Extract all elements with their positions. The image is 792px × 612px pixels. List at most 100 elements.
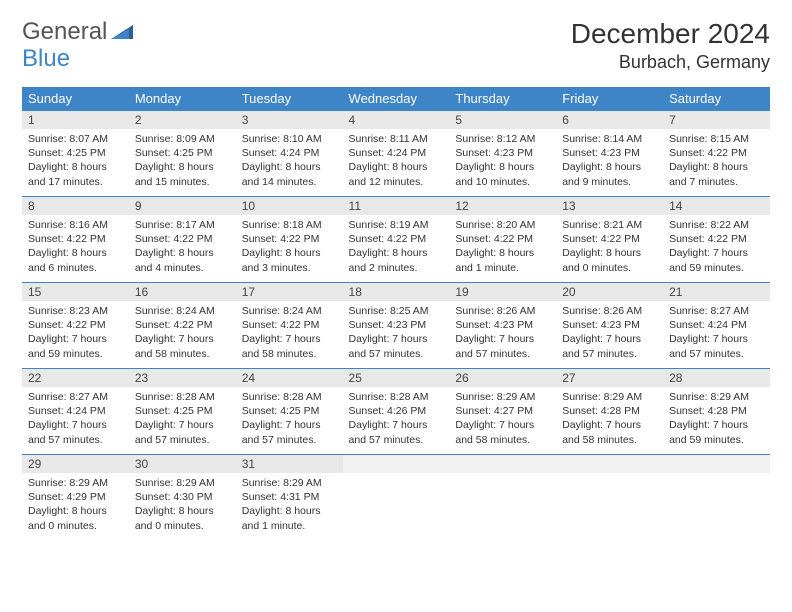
day-details: Sunrise: 8:22 AMSunset: 4:22 PMDaylight:… [663, 215, 770, 279]
calendar-cell: 19Sunrise: 8:26 AMSunset: 4:23 PMDayligh… [449, 283, 556, 369]
calendar-cell: 12Sunrise: 8:20 AMSunset: 4:22 PMDayligh… [449, 197, 556, 283]
calendar-cell: 17Sunrise: 8:24 AMSunset: 4:22 PMDayligh… [236, 283, 343, 369]
empty-day [449, 455, 556, 473]
day-number: 13 [556, 197, 663, 215]
day-details: Sunrise: 8:09 AMSunset: 4:25 PMDaylight:… [129, 129, 236, 193]
weekday-header: Friday [556, 87, 663, 111]
logo-text-blue: Blue [22, 45, 70, 73]
calendar-body: 1Sunrise: 8:07 AMSunset: 4:25 PMDaylight… [22, 111, 770, 541]
day-details: Sunrise: 8:15 AMSunset: 4:22 PMDaylight:… [663, 129, 770, 193]
day-number: 11 [343, 197, 450, 215]
calendar-cell: 13Sunrise: 8:21 AMSunset: 4:22 PMDayligh… [556, 197, 663, 283]
calendar-cell: 4Sunrise: 8:11 AMSunset: 4:24 PMDaylight… [343, 111, 450, 197]
calendar-cell: 10Sunrise: 8:18 AMSunset: 4:22 PMDayligh… [236, 197, 343, 283]
calendar-cell: 9Sunrise: 8:17 AMSunset: 4:22 PMDaylight… [129, 197, 236, 283]
day-number: 6 [556, 111, 663, 129]
day-details: Sunrise: 8:07 AMSunset: 4:25 PMDaylight:… [22, 129, 129, 193]
day-number: 7 [663, 111, 770, 129]
day-number: 12 [449, 197, 556, 215]
month-title: December 2024 [571, 18, 770, 50]
day-number: 5 [449, 111, 556, 129]
day-number: 18 [343, 283, 450, 301]
calendar-table: SundayMondayTuesdayWednesdayThursdayFrid… [22, 87, 770, 541]
day-number: 16 [129, 283, 236, 301]
weekday-header: Wednesday [343, 87, 450, 111]
day-number: 9 [129, 197, 236, 215]
day-number: 26 [449, 369, 556, 387]
day-details: Sunrise: 8:27 AMSunset: 4:24 PMDaylight:… [663, 301, 770, 365]
day-details: Sunrise: 8:23 AMSunset: 4:22 PMDaylight:… [22, 301, 129, 365]
calendar-cell: 28Sunrise: 8:29 AMSunset: 4:28 PMDayligh… [663, 369, 770, 455]
calendar-cell: 18Sunrise: 8:25 AMSunset: 4:23 PMDayligh… [343, 283, 450, 369]
weekday-header: Saturday [663, 87, 770, 111]
day-number: 23 [129, 369, 236, 387]
day-details: Sunrise: 8:24 AMSunset: 4:22 PMDaylight:… [129, 301, 236, 365]
weekday-header: Tuesday [236, 87, 343, 111]
calendar-cell [449, 455, 556, 541]
day-details: Sunrise: 8:29 AMSunset: 4:28 PMDaylight:… [663, 387, 770, 451]
day-details: Sunrise: 8:17 AMSunset: 4:22 PMDaylight:… [129, 215, 236, 279]
day-details: Sunrise: 8:20 AMSunset: 4:22 PMDaylight:… [449, 215, 556, 279]
day-number: 2 [129, 111, 236, 129]
day-details: Sunrise: 8:16 AMSunset: 4:22 PMDaylight:… [22, 215, 129, 279]
calendar-cell: 31Sunrise: 8:29 AMSunset: 4:31 PMDayligh… [236, 455, 343, 541]
day-details: Sunrise: 8:11 AMSunset: 4:24 PMDaylight:… [343, 129, 450, 193]
day-number: 10 [236, 197, 343, 215]
location: Burbach, Germany [571, 52, 770, 73]
day-number: 3 [236, 111, 343, 129]
day-number: 30 [129, 455, 236, 473]
day-details: Sunrise: 8:28 AMSunset: 4:26 PMDaylight:… [343, 387, 450, 451]
calendar-cell: 1Sunrise: 8:07 AMSunset: 4:25 PMDaylight… [22, 111, 129, 197]
calendar-cell: 20Sunrise: 8:26 AMSunset: 4:23 PMDayligh… [556, 283, 663, 369]
calendar-cell: 15Sunrise: 8:23 AMSunset: 4:22 PMDayligh… [22, 283, 129, 369]
empty-day [556, 455, 663, 473]
day-number: 8 [22, 197, 129, 215]
calendar-cell: 3Sunrise: 8:10 AMSunset: 4:24 PMDaylight… [236, 111, 343, 197]
calendar-cell: 11Sunrise: 8:19 AMSunset: 4:22 PMDayligh… [343, 197, 450, 283]
day-number: 21 [663, 283, 770, 301]
calendar-cell: 2Sunrise: 8:09 AMSunset: 4:25 PMDaylight… [129, 111, 236, 197]
day-number: 24 [236, 369, 343, 387]
day-number: 15 [22, 283, 129, 301]
weekday-header: Monday [129, 87, 236, 111]
calendar-cell: 7Sunrise: 8:15 AMSunset: 4:22 PMDaylight… [663, 111, 770, 197]
calendar-cell: 22Sunrise: 8:27 AMSunset: 4:24 PMDayligh… [22, 369, 129, 455]
day-number: 27 [556, 369, 663, 387]
calendar-cell [343, 455, 450, 541]
calendar-cell: 27Sunrise: 8:29 AMSunset: 4:28 PMDayligh… [556, 369, 663, 455]
day-number: 17 [236, 283, 343, 301]
calendar-cell [556, 455, 663, 541]
day-details: Sunrise: 8:29 AMSunset: 4:27 PMDaylight:… [449, 387, 556, 451]
calendar-cell: 30Sunrise: 8:29 AMSunset: 4:30 PMDayligh… [129, 455, 236, 541]
day-number: 19 [449, 283, 556, 301]
calendar-cell: 5Sunrise: 8:12 AMSunset: 4:23 PMDaylight… [449, 111, 556, 197]
day-details: Sunrise: 8:24 AMSunset: 4:22 PMDaylight:… [236, 301, 343, 365]
day-number: 29 [22, 455, 129, 473]
calendar-cell: 23Sunrise: 8:28 AMSunset: 4:25 PMDayligh… [129, 369, 236, 455]
day-number: 14 [663, 197, 770, 215]
calendar-cell: 16Sunrise: 8:24 AMSunset: 4:22 PMDayligh… [129, 283, 236, 369]
logo-triangle-icon [111, 21, 133, 44]
title-block: December 2024 Burbach, Germany [571, 18, 770, 73]
day-details: Sunrise: 8:14 AMSunset: 4:23 PMDaylight:… [556, 129, 663, 193]
day-details: Sunrise: 8:12 AMSunset: 4:23 PMDaylight:… [449, 129, 556, 193]
calendar-cell: 6Sunrise: 8:14 AMSunset: 4:23 PMDaylight… [556, 111, 663, 197]
weekday-header: Thursday [449, 87, 556, 111]
weekday-header: Sunday [22, 87, 129, 111]
day-number: 4 [343, 111, 450, 129]
day-details: Sunrise: 8:26 AMSunset: 4:23 PMDaylight:… [556, 301, 663, 365]
day-details: Sunrise: 8:25 AMSunset: 4:23 PMDaylight:… [343, 301, 450, 365]
calendar-cell: 21Sunrise: 8:27 AMSunset: 4:24 PMDayligh… [663, 283, 770, 369]
logo: General [22, 18, 135, 46]
day-details: Sunrise: 8:29 AMSunset: 4:31 PMDaylight:… [236, 473, 343, 537]
day-number: 25 [343, 369, 450, 387]
calendar-cell [663, 455, 770, 541]
day-details: Sunrise: 8:18 AMSunset: 4:22 PMDaylight:… [236, 215, 343, 279]
empty-day [343, 455, 450, 473]
day-details: Sunrise: 8:21 AMSunset: 4:22 PMDaylight:… [556, 215, 663, 279]
day-details: Sunrise: 8:29 AMSunset: 4:30 PMDaylight:… [129, 473, 236, 537]
day-details: Sunrise: 8:29 AMSunset: 4:28 PMDaylight:… [556, 387, 663, 451]
day-details: Sunrise: 8:19 AMSunset: 4:22 PMDaylight:… [343, 215, 450, 279]
day-number: 20 [556, 283, 663, 301]
calendar-cell: 25Sunrise: 8:28 AMSunset: 4:26 PMDayligh… [343, 369, 450, 455]
